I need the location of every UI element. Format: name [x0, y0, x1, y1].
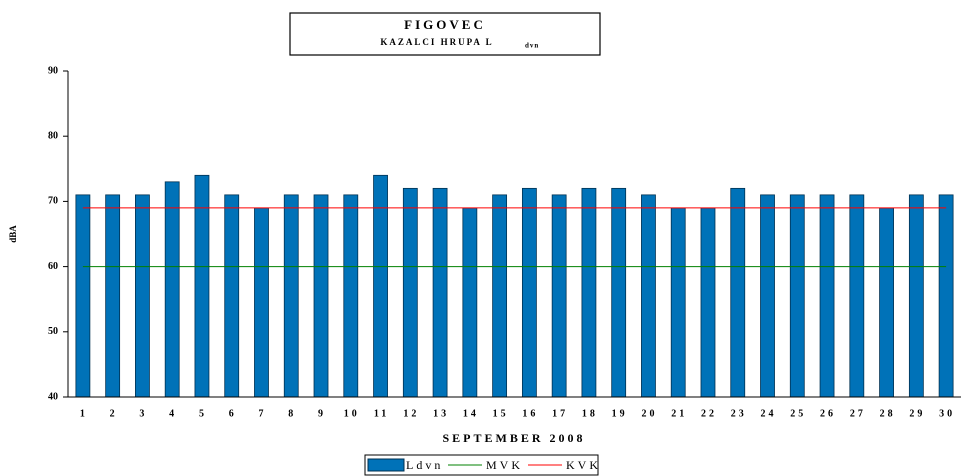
bar: [343, 194, 359, 398]
x-tick-label: 13: [433, 408, 449, 419]
bar: [581, 187, 597, 398]
bar: [283, 194, 299, 398]
y-tick-label: 40: [48, 391, 58, 402]
y-axis-title: dBA: [8, 225, 18, 243]
x-tick-label: 10: [344, 408, 360, 419]
x-tick-label: 30: [939, 408, 955, 419]
y-tick-label: 50: [48, 326, 58, 337]
x-tick-label: 17: [552, 408, 568, 419]
bar: [730, 187, 746, 398]
x-tick-label: 25: [790, 408, 806, 419]
x-tick-label: 9: [318, 408, 326, 419]
bar: [879, 207, 894, 398]
bar: [373, 174, 388, 398]
chart-subtitle-subscript: dvn: [525, 42, 539, 50]
x-tick-label: 22: [701, 408, 717, 419]
x-tick-label: 23: [731, 408, 747, 419]
x-tick-label: 28: [880, 408, 896, 419]
bar: [641, 194, 656, 398]
bar: [135, 194, 150, 398]
x-tick-label: 27: [850, 408, 866, 419]
bar: [521, 187, 537, 398]
chart-title: FIGOVEC: [404, 17, 486, 32]
bar: [611, 187, 627, 398]
bar: [849, 194, 865, 398]
legend-label: KVK: [566, 458, 601, 472]
x-tick-label: 4: [169, 408, 177, 419]
x-tick-label: 6: [229, 408, 237, 419]
legend-label: Ldvn: [406, 458, 443, 472]
bar: [938, 194, 954, 398]
x-axis-title: SEPTEMBER 2008: [442, 431, 585, 445]
bar: [432, 187, 448, 398]
bar: [760, 194, 775, 398]
chart-subtitle: KAZALCI HRUPA L: [380, 37, 493, 47]
bar: [819, 194, 835, 398]
x-tick-label: 29: [909, 408, 925, 419]
x-tick-label: 19: [612, 408, 628, 419]
bar: [194, 174, 210, 398]
bar: [700, 207, 716, 398]
bar: [75, 194, 91, 398]
x-tick-label: 14: [463, 408, 479, 419]
title-box: [289, 12, 601, 56]
bar: [551, 194, 567, 398]
bar: [789, 194, 805, 398]
x-tick-label: 26: [820, 408, 836, 419]
bar: [492, 194, 508, 398]
bar: [254, 207, 269, 398]
x-tick-label: 5: [199, 408, 207, 419]
x-tick-label: 7: [258, 408, 266, 419]
legend-swatch: [367, 458, 405, 472]
bar: [224, 194, 240, 398]
x-tick-label: 8: [288, 408, 296, 419]
bar: [164, 181, 180, 398]
y-tick-label: 70: [48, 196, 58, 207]
x-tick-label: 2: [110, 408, 118, 419]
x-tick-label: 20: [641, 408, 657, 419]
bar: [462, 207, 478, 398]
x-tick-label: 11: [374, 408, 389, 419]
bar: [105, 194, 121, 398]
x-tick-label: 3: [139, 408, 147, 419]
y-tick-label: 80: [48, 130, 58, 141]
bar: [313, 194, 329, 398]
x-tick-label: 24: [761, 408, 777, 419]
x-tick-label: 18: [582, 408, 598, 419]
bar: [670, 207, 686, 398]
y-tick-label: 90: [48, 65, 58, 76]
bar: [402, 187, 418, 398]
y-tick-label: 60: [48, 261, 58, 272]
x-tick-label: 12: [403, 408, 419, 419]
x-tick-label: 16: [522, 408, 538, 419]
bar: [908, 194, 924, 398]
legend-label: MVK: [486, 458, 523, 472]
x-tick-label: 21: [671, 408, 687, 419]
x-tick-label: 15: [493, 408, 509, 419]
x-tick-label: 1: [80, 408, 88, 419]
